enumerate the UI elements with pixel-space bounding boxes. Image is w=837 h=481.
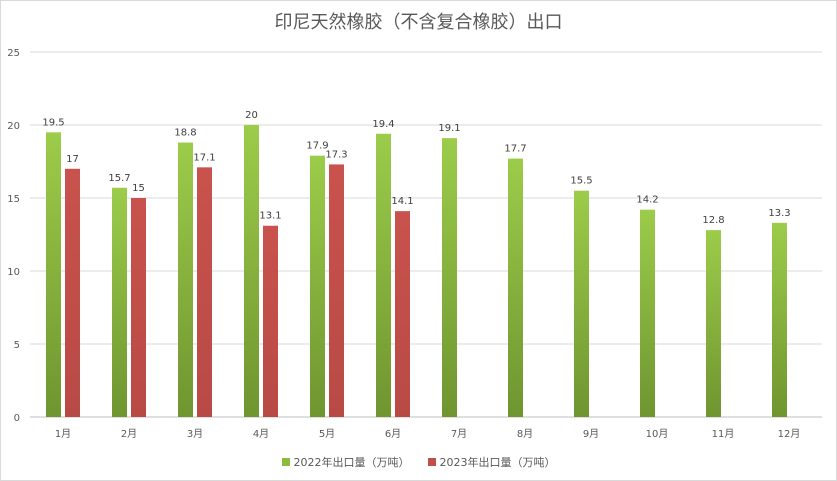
bar-2022-7 xyxy=(442,138,457,417)
legend-item-2023: 2023年出口量（万吨） xyxy=(427,454,556,470)
bar-2023-1 xyxy=(65,168,80,417)
bar-2022-5 xyxy=(310,155,325,417)
x-tick-label: 11月 xyxy=(712,428,735,440)
y-tick-label: 25 xyxy=(7,48,20,59)
legend: 2022年出口量（万吨） 2023年出口量（万吨） xyxy=(0,454,837,470)
y-tick-label: 20 xyxy=(7,121,20,132)
data-label: 17.3 xyxy=(325,149,347,160)
y-tick-label: 0 xyxy=(14,413,20,424)
y-tick-label: 15 xyxy=(7,194,20,205)
x-tick-label: 9月 xyxy=(583,428,599,440)
data-label: 17 xyxy=(66,154,79,165)
chart-title: 印尼天然橡胶（不含复合橡胶）出口 xyxy=(274,12,563,33)
data-label: 13.1 xyxy=(259,211,281,222)
data-label: 17.7 xyxy=(504,144,526,155)
data-label: 14.2 xyxy=(636,195,658,206)
x-tick-label: 2月 xyxy=(121,428,137,440)
bar-2022-3 xyxy=(178,142,193,417)
bar-2023-6 xyxy=(395,211,410,417)
bar-2022-4 xyxy=(244,125,259,417)
data-label: 20 xyxy=(245,110,258,121)
x-tick-label: 7月 xyxy=(451,428,467,440)
data-label: 19.5 xyxy=(42,117,64,128)
legend-swatch-2022 xyxy=(281,458,290,466)
x-tick-label: 4月 xyxy=(253,428,269,440)
data-label: 15.7 xyxy=(108,173,130,184)
x-tick-label: 8月 xyxy=(517,428,533,440)
x-tick-label: 3月 xyxy=(187,428,203,440)
legend-item-2022: 2022年出口量（万吨） xyxy=(281,454,410,470)
bar-2022-10 xyxy=(640,209,655,417)
data-label: 13.3 xyxy=(768,208,790,219)
bar-2023-3 xyxy=(197,167,212,417)
bar-2022-8 xyxy=(508,158,523,417)
x-tick-label: 5月 xyxy=(319,428,335,440)
data-label: 15.5 xyxy=(570,176,592,187)
bar-2022-1 xyxy=(46,132,61,418)
bar-2023-5 xyxy=(329,164,344,417)
data-label: 18.8 xyxy=(174,128,196,139)
data-label: 12.8 xyxy=(702,215,724,226)
data-label: 17.1 xyxy=(193,152,215,163)
data-label: 17.9 xyxy=(306,141,328,152)
legend-label-2023: 2023年出口量（万吨） xyxy=(439,456,556,469)
bar-2022-9 xyxy=(574,190,589,417)
x-tick-label: 12月 xyxy=(778,428,801,440)
bar-2022-11 xyxy=(706,230,721,417)
bar-2022-12 xyxy=(772,222,787,417)
bar-2022-6 xyxy=(376,133,391,417)
x-tick-label: 1月 xyxy=(55,428,71,440)
bar-2022-2 xyxy=(112,187,127,417)
x-tick-label: 10月 xyxy=(646,428,669,440)
data-label: 19.1 xyxy=(438,123,460,134)
bar-2023-2 xyxy=(131,198,146,417)
data-label: 14.1 xyxy=(391,196,413,207)
y-tick-label: 10 xyxy=(7,267,20,278)
legend-swatch-2023 xyxy=(427,458,436,466)
data-label: 19.4 xyxy=(372,119,394,130)
data-label: 15 xyxy=(132,183,145,194)
x-tick-label: 6月 xyxy=(385,428,401,440)
legend-label-2022: 2022年出口量（万吨） xyxy=(293,456,410,469)
y-tick-label: 5 xyxy=(14,340,20,351)
bar-2023-4 xyxy=(263,225,278,417)
